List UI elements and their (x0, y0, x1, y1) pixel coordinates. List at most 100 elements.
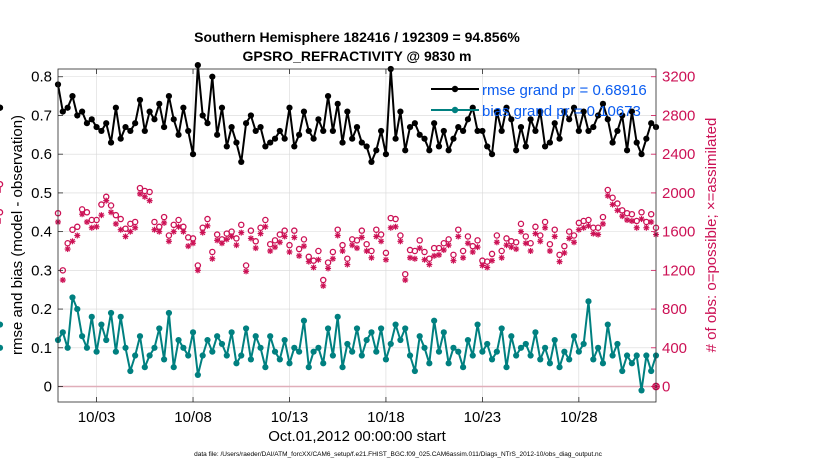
y-right-tick-label: 2800 (662, 107, 695, 124)
assimilated-obs-marker (489, 257, 496, 264)
possible-obs-marker (262, 216, 269, 224)
rmse-point (204, 120, 211, 127)
bias-point (397, 336, 404, 344)
bias-point (242, 325, 250, 332)
possible-obs-marker (474, 237, 481, 244)
assimilated-obs-marker (103, 197, 110, 204)
assimilated-obs-marker (300, 243, 307, 250)
rmse-point (599, 100, 607, 107)
bias-point (199, 352, 206, 359)
assimilated-obs-stroke (383, 257, 389, 263)
bias-point (522, 340, 529, 348)
assimilated-obs-stroke (214, 237, 220, 243)
rmse-point (392, 135, 399, 142)
assimilated-obs-marker (238, 229, 245, 236)
assimilated-obs-marker (170, 228, 177, 235)
assimilated-obs-marker (218, 240, 225, 247)
bias-point (493, 348, 500, 355)
bias-point (83, 344, 91, 351)
assimilated-obs-stroke (527, 248, 534, 254)
assimilated-obs-marker (416, 245, 423, 252)
possible-obs-marker (522, 233, 530, 240)
assimilated-obs-stroke (296, 253, 302, 259)
assimilated-obs-marker (614, 207, 621, 214)
assimilated-obs-marker (604, 192, 611, 199)
rmse-point (112, 104, 119, 111)
assimilated-obs-marker (358, 234, 365, 241)
bias-point (0, 321, 4, 328)
possible-obs-marker (310, 257, 317, 264)
rmse-point (353, 123, 361, 131)
bias-point (305, 364, 312, 371)
assimilated-obs-marker (165, 238, 172, 245)
y-axis-right: 0 400 800 1200 1600 2000 2400 2800 3200 (651, 69, 695, 396)
rmse-point (440, 127, 447, 135)
assimilated-obs-marker (74, 232, 81, 239)
possible-obs-marker (445, 236, 452, 243)
rmse-point (416, 131, 423, 138)
assimilated-obs-stroke (127, 229, 133, 235)
possible-obs-marker (614, 200, 621, 207)
assimilated-obs-stroke (185, 243, 191, 249)
assimilated-obs-stroke (407, 255, 413, 261)
bias-point (469, 352, 476, 359)
bias-point (416, 333, 423, 340)
legend-bias-marker (451, 106, 459, 114)
assimilated-obs-stroke (484, 264, 490, 271)
assimilated-obs-stroke (494, 239, 500, 245)
assimilated-obs-stroke (354, 245, 360, 251)
possible-obs-marker (483, 258, 491, 265)
assimilated-obs-stroke (503, 242, 510, 248)
assimilated-obs-marker (112, 220, 119, 227)
assimilated-obs-marker (595, 231, 602, 238)
rmse-point (218, 104, 226, 111)
bias-point (643, 352, 650, 359)
bias-point (619, 367, 626, 375)
rmse-point (156, 100, 163, 107)
plot-marks (0, 62, 660, 394)
assimilated-obs-marker (194, 267, 201, 274)
y-right-tick-label: 0 (662, 379, 670, 396)
possible-obs-marker (382, 249, 390, 257)
assimilated-obs-stroke (286, 249, 293, 255)
assimilated-obs-marker (161, 219, 168, 226)
bias-point (455, 348, 462, 355)
assimilated-obs-stroke (566, 235, 572, 242)
legend-rmse-label: rmse grand pr = 0.68916 (482, 82, 647, 99)
bias-point (329, 352, 336, 359)
assimilated-obs-stroke (368, 255, 375, 261)
rmse-point (281, 135, 288, 142)
rmse-point (421, 135, 428, 142)
assimilated-obs-stroke (532, 230, 539, 237)
bias-point (575, 348, 582, 355)
bias-point (185, 352, 192, 359)
rmse-point (580, 108, 587, 115)
assimilated-obs-stroke (325, 265, 331, 272)
bias-point (541, 344, 549, 351)
assimilated-obs-marker (329, 255, 336, 262)
assimilated-obs-stroke (436, 252, 442, 258)
rmse-point (199, 112, 206, 119)
rmse-point (291, 143, 298, 150)
y-left-tick-label: 0.4 (31, 224, 52, 241)
rmse-point (623, 147, 631, 154)
assimilated-obs-marker (334, 232, 341, 239)
assimilated-obs-marker (190, 240, 197, 247)
bias-point (214, 333, 221, 340)
assimilated-obs-marker (571, 239, 578, 246)
assimilated-obs-stroke (523, 240, 529, 246)
possible-obs-marker (551, 226, 558, 233)
assimilated-obs-stroke (74, 232, 80, 239)
plot-frame (57, 68, 657, 403)
bias-point (392, 321, 399, 328)
assimilated-obs-stroke (65, 246, 71, 252)
assimilated-obs-stroke (306, 259, 312, 265)
rmse-point (320, 127, 327, 135)
assimilated-obs-marker (387, 224, 394, 231)
assimilated-obs-stroke (291, 234, 297, 241)
bias-point (353, 325, 361, 332)
rmse-point (252, 127, 259, 135)
assimilated-obs-marker (464, 240, 471, 247)
assimilated-obs-marker (233, 242, 240, 249)
rmse-point (459, 127, 467, 135)
